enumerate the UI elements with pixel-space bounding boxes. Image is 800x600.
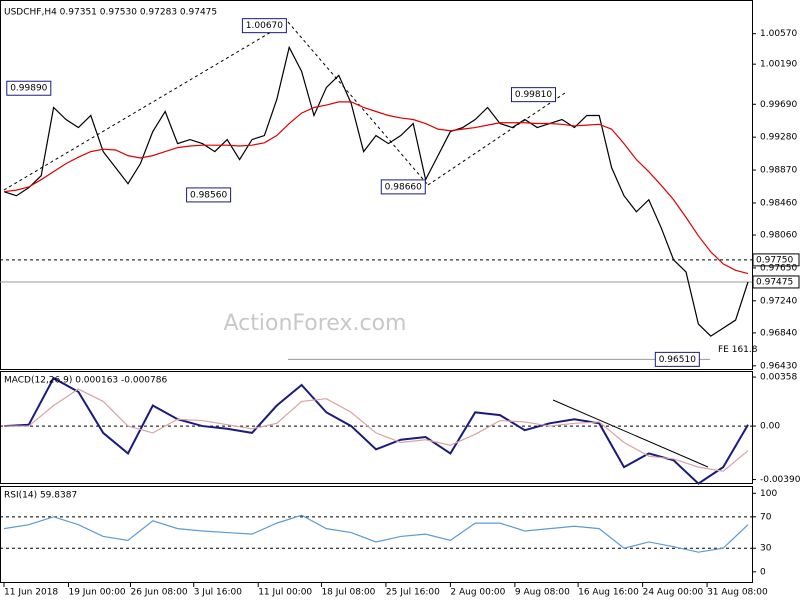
annotation-label: 0.99890 xyxy=(10,84,47,94)
annotation-box xyxy=(510,87,556,103)
y-tick-label: 0.98870 xyxy=(760,166,797,176)
trend-line xyxy=(287,21,429,186)
level-label: 0.97475 xyxy=(756,277,793,287)
annotation-label: 0.99810 xyxy=(515,90,552,100)
panel-title: MACD(12,26,9) 0.000163 -0.000786 xyxy=(4,376,167,386)
y-tick-label: 0.99690 xyxy=(760,100,797,110)
series-line xyxy=(3,376,749,485)
y-tick-label: 0.00358 xyxy=(760,373,797,383)
x-tick-label: 16 Aug 16:00 xyxy=(578,588,639,598)
y-tick-label: 0.96840 xyxy=(760,328,797,338)
x-tick-label: 9 Aug 08:00 xyxy=(515,588,570,598)
series-line xyxy=(4,388,749,472)
y-tick-label: 0.98460 xyxy=(760,198,797,208)
rsi-panel xyxy=(0,486,753,583)
x-tick-label: 25 Jul 16:00 xyxy=(386,588,440,598)
y-tick-label: 0.97650 xyxy=(760,263,797,273)
trend-line xyxy=(3,21,289,191)
annotation-label: 1.00670 xyxy=(246,21,283,31)
annotation-box xyxy=(654,351,700,367)
annotation-label: 0.98560 xyxy=(190,190,227,200)
annotation-box xyxy=(380,179,426,195)
y-tick-label: -0.003908 xyxy=(760,475,800,485)
macd-trend-line xyxy=(552,399,709,468)
y-tick-label: 1.00190 xyxy=(760,60,797,70)
x-tick-label: 3 Jul 16:00 xyxy=(194,588,243,598)
y-tick-label: 30 xyxy=(760,544,772,554)
y-tick-label: 100 xyxy=(760,489,777,499)
level-text: FE 161.8 xyxy=(718,345,758,355)
y-tick-label: 0 xyxy=(760,567,766,577)
y-tick-label: 70 xyxy=(760,512,772,522)
series-line xyxy=(3,45,749,337)
price-panel xyxy=(0,0,753,370)
x-tick-label: 2 Aug 00:00 xyxy=(450,588,505,598)
y-tick-label: 0.99280 xyxy=(760,133,797,143)
level-label: 0.97750 xyxy=(756,255,793,265)
x-tick-label: 18 Jul 08:00 xyxy=(321,588,375,598)
x-tick-label: 31 Aug 08:00 xyxy=(707,588,768,598)
y-tick-label: 0.98060 xyxy=(760,231,797,241)
level-label-box xyxy=(752,253,800,267)
y-tick-label: 0.97240 xyxy=(760,296,797,306)
watermark: ActionForex.com xyxy=(224,311,407,336)
panel-title: RSI(14) 59.8387 xyxy=(4,491,77,501)
series-line xyxy=(3,514,749,553)
y-tick-label: 0.00 xyxy=(760,422,780,432)
trend-line xyxy=(427,92,566,186)
annotation-box xyxy=(6,80,52,96)
trend-lines xyxy=(3,21,566,191)
macd-panel xyxy=(0,371,753,484)
y-tick-label: 1.00570 xyxy=(760,29,797,39)
level-label-box xyxy=(752,275,800,289)
series-line xyxy=(3,101,749,275)
x-tick-label: 24 Aug 00:00 xyxy=(643,588,704,598)
annotation-label: 0.98660 xyxy=(385,182,422,192)
annotation-box xyxy=(186,187,232,203)
x-tick-label: 11 Jun 2018 xyxy=(4,588,58,598)
y-tick-label: 0.96430 xyxy=(760,361,797,371)
panel-title: USDCHF,H4 0.97351 0.97530 0.97283 0.9747… xyxy=(4,8,217,18)
x-tick-label: 26 Jun 08:00 xyxy=(130,588,187,598)
annotation-label: 0.96510 xyxy=(659,355,696,365)
annotation-box xyxy=(241,18,287,34)
x-tick-label: 11 Jul 00:00 xyxy=(258,588,312,598)
x-tick-label: 19 Jun 00:00 xyxy=(68,588,125,598)
